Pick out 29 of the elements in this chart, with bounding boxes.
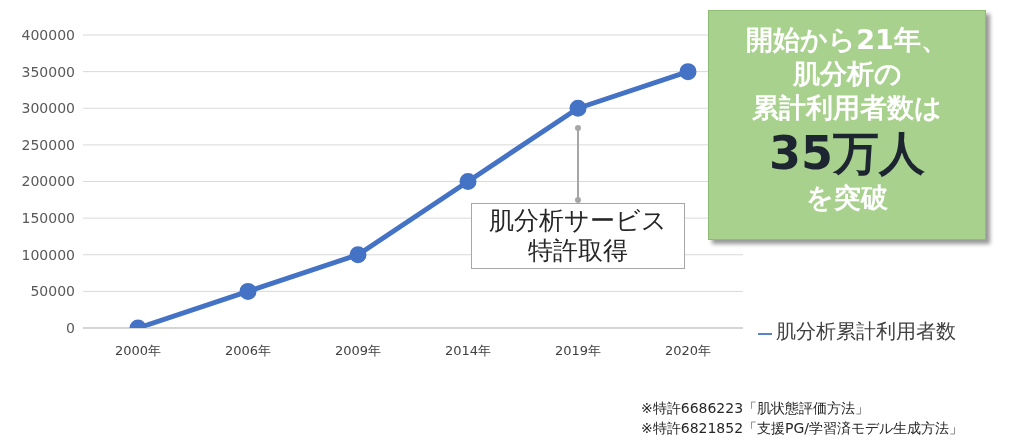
legend-label: 肌分析累計利用者数 — [776, 319, 956, 343]
point — [459, 173, 477, 190]
x-tick-label: 2019年 — [554, 343, 602, 359]
y-tick-label: 150000 — [21, 210, 75, 227]
x-tick-label: 2006年 — [224, 343, 272, 359]
annotation: 肌分析サービス特許取得 — [488, 206, 668, 266]
y-tick-label: 300000 — [21, 100, 75, 117]
text: 肌分析の — [791, 57, 903, 91]
point — [569, 99, 587, 117]
text: 開始から21年、 — [745, 23, 949, 57]
y-tick-label: 200000 — [21, 173, 75, 190]
text: 累計利用者数は — [751, 91, 943, 125]
y-tick-label: 400000 — [21, 26, 75, 43]
point — [679, 63, 697, 81]
point — [239, 282, 257, 300]
y-tick-label: 250000 — [21, 136, 75, 153]
x-tick-label: 2009年 — [334, 343, 382, 359]
y-tick-label: 50000 — [30, 283, 75, 300]
point — [349, 246, 367, 264]
y-tick-label: 100000 — [21, 246, 75, 263]
x-tick-label: 2020年 — [664, 343, 712, 359]
y-tick-label: 0 — [66, 319, 75, 336]
x-tick-label: 2014年 — [444, 343, 492, 359]
text: 35万人 — [768, 125, 926, 181]
text: ※特許6686223「肌状態評価方法」 — [641, 399, 871, 418]
text: を突破 — [805, 181, 889, 215]
y-tick-label: 350000 — [21, 63, 75, 80]
text: ※特許6821852「支援PG/学習済モデル生成方法」 — [641, 419, 964, 438]
x-tick-label: 2000年 — [114, 343, 162, 359]
